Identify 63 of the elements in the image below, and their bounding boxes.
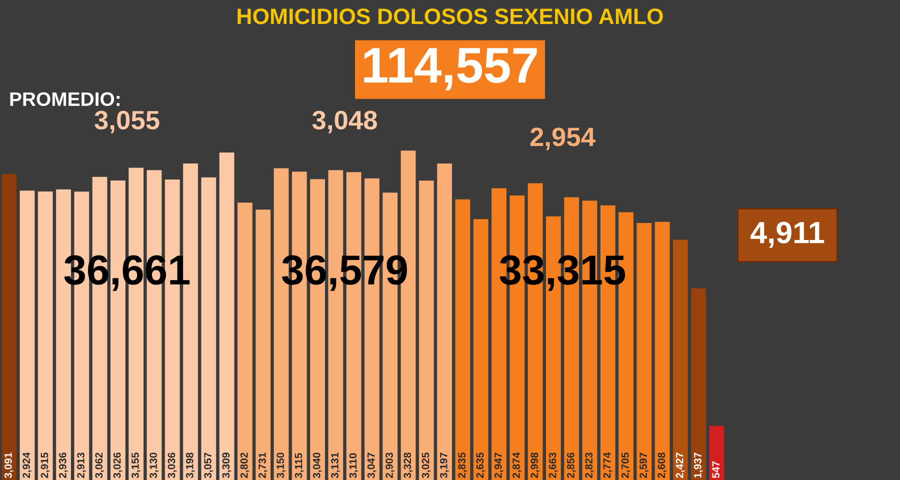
bar — [38, 191, 53, 480]
data-label: 2,705 — [621, 452, 630, 478]
data-label: 2,731 — [258, 452, 268, 478]
data-label: 3,057 — [204, 452, 213, 478]
data-label: 3,040 — [312, 452, 322, 478]
bar — [473, 219, 488, 480]
data-label: 3,062 — [95, 452, 104, 478]
data-label: 3,026 — [113, 452, 122, 478]
bar — [437, 164, 452, 480]
data-label: 3,155 — [132, 452, 140, 478]
bar — [654, 222, 670, 480]
bar — [201, 177, 216, 480]
data-label: 2,597 — [640, 452, 648, 478]
data-label: 3,198 — [186, 452, 195, 478]
bar — [455, 199, 470, 480]
data-label: 2,947 — [494, 452, 504, 478]
data-label: 2,874 — [512, 452, 522, 478]
text: 2,954 — [530, 128, 596, 150]
data-label: 2,427 — [676, 452, 685, 478]
data-label: 2,635 — [476, 452, 486, 478]
bar — [636, 222, 652, 480]
bar — [691, 288, 706, 480]
data-label: 3,036 — [168, 452, 177, 478]
bar — [256, 210, 271, 480]
data-label: 2,998 — [530, 452, 540, 478]
data-label: 3,150 — [276, 452, 286, 478]
data-label: 2,774 — [603, 452, 612, 478]
data-label: 2,924 — [22, 452, 32, 478]
chart-title: HOMICIDIOS DOLOSOS SEXENIO AMLO — [238, 8, 663, 24]
bar — [418, 180, 434, 480]
data-label: 2,608 — [658, 452, 667, 478]
text: 4,911 — [750, 222, 824, 248]
data-label: 2,823 — [585, 452, 594, 478]
data-label: 3,110 — [349, 453, 358, 478]
data-label: 3,025 — [422, 452, 431, 478]
bar — [673, 240, 688, 480]
data-label: 2,915 — [40, 452, 50, 478]
data-label: 2,913 — [77, 452, 86, 478]
data-label: 3,130 — [150, 452, 159, 478]
data-label: 3,115 — [294, 453, 304, 478]
text: PROMEDIO: — [10, 92, 120, 106]
data-label: 2,802 — [240, 452, 250, 478]
data-label: 2,936 — [58, 452, 68, 478]
bar — [20, 190, 35, 480]
data-label: 3,131 — [331, 452, 340, 478]
data-label: 2,903 — [386, 452, 394, 478]
bar — [2, 174, 17, 480]
bar — [709, 426, 724, 480]
data-label: 1,937 — [694, 452, 703, 478]
text: 3,055 — [94, 110, 160, 134]
text: 3,048 — [312, 110, 377, 134]
data-label: 2,663 — [548, 452, 558, 478]
data-label: 3,197 — [440, 452, 449, 478]
chart-subtitle: 114,557 — [364, 48, 537, 90]
data-label: 3,047 — [367, 452, 376, 478]
data-label: 2,856 — [566, 452, 576, 478]
data-label: 2,835 — [458, 452, 468, 478]
data-label: 3,091 — [4, 452, 14, 478]
bar — [219, 152, 234, 480]
bar — [238, 202, 252, 480]
data-label: 3,309 — [222, 452, 232, 478]
data-label: 3,328 — [404, 452, 413, 478]
data-label: 547 — [712, 461, 720, 478]
